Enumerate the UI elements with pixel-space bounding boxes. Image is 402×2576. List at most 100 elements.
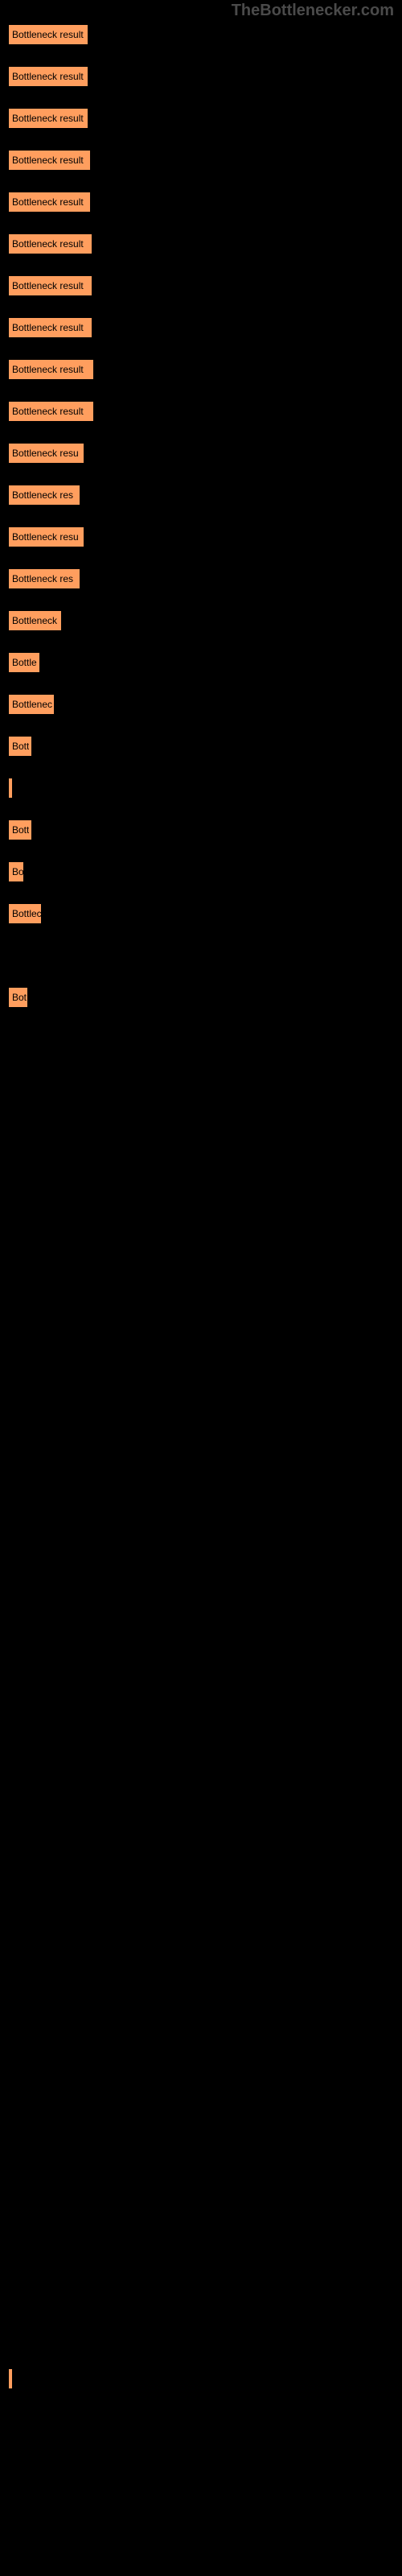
bar-row — [8, 2117, 394, 2138]
bar-row: Bott — [8, 819, 394, 840]
bar-row — [8, 1992, 394, 2013]
bar-label: Bottleneck resu — [12, 448, 79, 459]
bar-row: Bottleneck result — [8, 401, 394, 422]
chart-bar: Bottleneck resu — [8, 443, 84, 464]
chart-bar — [8, 778, 13, 799]
bar-label: Bottleneck result — [12, 364, 84, 375]
bar-row: Bott — [8, 736, 394, 757]
bar-row — [8, 2243, 394, 2264]
bar-row: Bottleneck result — [8, 66, 394, 87]
bar-label: Bottleneck result — [12, 155, 84, 166]
chart-bar: Bottlenec — [8, 694, 55, 715]
bar-row: Bottleneck result — [8, 24, 394, 45]
chart-bar: Bottleneck result — [8, 359, 94, 380]
bar-label: Bottleneck — [12, 615, 57, 626]
bar-row: Bottleneck result — [8, 233, 394, 254]
bar-row — [8, 1071, 394, 1092]
bar-row: Bottleneck result — [8, 359, 394, 380]
bar-row — [8, 1740, 394, 1761]
chart-bar: Bottleneck result — [8, 233, 92, 254]
chart-bar: Bottleneck result — [8, 275, 92, 296]
bar-row — [8, 1573, 394, 1594]
bar-row — [8, 778, 394, 799]
chart-container: Bottleneck result Bottleneck result Bottle… — [0, 0, 402, 2502]
bar-row — [8, 1615, 394, 1636]
bar-label: Bottleneck result — [12, 322, 84, 333]
bar-row: Bottleneck res — [8, 568, 394, 589]
bar-label: Bottlenec — [12, 699, 52, 710]
bar-row — [8, 2285, 394, 2306]
bar-label: Bottleneck res — [12, 573, 73, 584]
chart-bar: Bottlec — [8, 903, 42, 924]
bar-label: Bott — [12, 741, 29, 752]
bar-row — [8, 2159, 394, 2180]
bar-label: Bottleneck result — [12, 113, 84, 124]
bar-row — [8, 2075, 394, 2096]
bar-row — [8, 2033, 394, 2054]
chart-bar: Bottleneck result — [8, 24, 88, 45]
bar-row — [8, 1322, 394, 1343]
bar-row: Bottleneck result — [8, 317, 394, 338]
chart-bar: Bottleneck result — [8, 108, 88, 129]
bar-row: Bottleneck result — [8, 108, 394, 129]
bar-row — [8, 1113, 394, 1133]
bar-row — [8, 2201, 394, 2222]
bar-label: Bottleneck res — [12, 489, 73, 501]
chart-bar: Bottleneck resu — [8, 526, 84, 547]
bar-row — [8, 1238, 394, 1259]
bar-row — [8, 1196, 394, 1217]
bar-row — [8, 945, 394, 966]
chart-bar: Bot — [8, 987, 28, 1008]
bar-row: Bottleneck result — [8, 192, 394, 213]
chart-bar: Bottleneck — [8, 610, 62, 631]
watermark-text: TheBottlenecker.com — [232, 2, 394, 20]
bar-row — [8, 1029, 394, 1050]
chart-bar: Bottleneck res — [8, 568, 80, 589]
bar-row: Bottleneck — [8, 610, 394, 631]
bar-row: Bottlenec — [8, 694, 394, 715]
bar-row — [8, 1280, 394, 1301]
bar-row — [8, 1950, 394, 1971]
bar-row — [8, 1699, 394, 1719]
bar-row — [8, 1447, 394, 1468]
bar-row — [8, 1489, 394, 1510]
bar-label: Bottle — [12, 657, 37, 668]
bar-row — [8, 1657, 394, 1678]
bar-row — [8, 1531, 394, 1552]
bar-row — [8, 1908, 394, 1929]
chart-bar: Bottleneck result — [8, 150, 91, 171]
chart-bar: Bottleneck result — [8, 66, 88, 87]
chart-bar: Bo — [8, 861, 24, 882]
bar-row — [8, 1406, 394, 1426]
bar-row: Bottleneck res — [8, 485, 394, 506]
chart-bar: Bottle — [8, 652, 40, 673]
bar-row — [8, 2410, 394, 2431]
chart-bar: Bottleneck result — [8, 401, 94, 422]
chart-bar — [8, 2368, 13, 2389]
bar-row: Bo — [8, 861, 394, 882]
bar-row: Bottleneck result — [8, 150, 394, 171]
chart-bar: Bottleneck result — [8, 317, 92, 338]
bar-row — [8, 2326, 394, 2347]
bar-label: Bottleneck result — [12, 196, 84, 208]
chart-bar: Bottleneck res — [8, 485, 80, 506]
bar-row: Bottleneck resu — [8, 443, 394, 464]
bar-row — [8, 2368, 394, 2389]
bar-row: Bottle — [8, 652, 394, 673]
bar-row — [8, 1782, 394, 1803]
bar-label: Bottleneck result — [12, 29, 84, 40]
bar-row: Bottleneck resu — [8, 526, 394, 547]
bar-label: Bottleneck result — [12, 280, 84, 291]
bar-label: Bot — [12, 992, 27, 1003]
bar-label: Bottleneck result — [12, 238, 84, 250]
bar-row: Bottlec — [8, 903, 394, 924]
chart-bar: Bottleneck result — [8, 192, 91, 213]
bar-row: Bot — [8, 987, 394, 1008]
bar-row: Bottleneck result — [8, 275, 394, 296]
chart-bar: Bott — [8, 736, 32, 757]
bar-label: Bottleneck resu — [12, 531, 79, 543]
bar-label: Bottleneck result — [12, 406, 84, 417]
bar-label: Bo — [12, 866, 23, 877]
bar-label: Bottlec — [12, 908, 41, 919]
bar-row — [8, 1154, 394, 1175]
